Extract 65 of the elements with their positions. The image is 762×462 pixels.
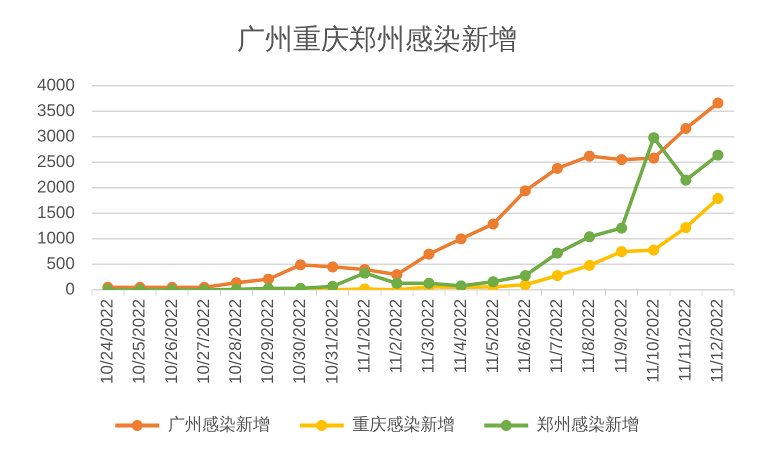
point	[584, 150, 596, 162]
point	[712, 97, 724, 108]
x-tick-label: 11/5/2022	[482, 298, 502, 374]
point	[262, 274, 274, 285]
point	[680, 222, 692, 234]
point	[616, 154, 628, 166]
point	[327, 261, 338, 272]
point	[648, 152, 660, 164]
y-tick-label: 2500	[36, 152, 75, 171]
x-tick-label: 10/31/2022	[322, 298, 342, 384]
point	[552, 270, 563, 282]
point	[680, 123, 692, 134]
point	[423, 248, 434, 260]
point	[456, 233, 467, 244]
x-tick-label: 11/11/2022	[676, 298, 695, 382]
chart-title: 广州重庆郑州感染新增	[237, 24, 517, 55]
legend-label: 广州感染新增	[168, 415, 270, 434]
point	[712, 150, 724, 161]
y-tick-label: 4000	[36, 75, 75, 94]
y-tick-label: 0	[65, 280, 75, 299]
point	[552, 248, 563, 259]
x-tick-label: 11/6/2022	[514, 298, 534, 374]
point	[616, 246, 628, 258]
point	[520, 279, 531, 290]
point	[712, 192, 724, 204]
point	[552, 162, 563, 174]
x-tick-label: 10/25/2022	[130, 298, 149, 384]
y-tick-label: 2000	[36, 177, 75, 196]
x-tick-label: 11/10/2022	[643, 298, 662, 383]
x-tick-label: 11/3/2022	[418, 298, 438, 374]
point	[391, 278, 402, 289]
x-tick-label: 10/26/2022	[162, 298, 181, 384]
point	[359, 268, 370, 279]
point	[520, 270, 531, 282]
x-tick-label: 11/2/2022	[386, 298, 406, 374]
point	[584, 260, 596, 271]
point	[616, 222, 628, 234]
point	[648, 132, 660, 144]
x-tick-label: 10/28/2022	[226, 298, 245, 384]
point	[295, 259, 306, 270]
y-tick-label: 1500	[36, 202, 75, 222]
x-tick-label: 11/12/2022	[708, 298, 727, 383]
x-tick-label: 11/1/2022	[354, 298, 374, 374]
x-tick-label: 11/9/2022	[611, 298, 630, 374]
y-tick-label: 500	[46, 254, 75, 274]
point	[423, 278, 434, 289]
point	[488, 218, 499, 230]
x-tick-label: 10/27/2022	[194, 298, 213, 384]
point	[680, 174, 692, 186]
x-tick-label: 10/24/2022	[98, 298, 117, 384]
x-tick-label: 10/29/2022	[258, 298, 278, 384]
point	[488, 276, 499, 288]
x-tick-label: 11/4/2022	[450, 298, 470, 374]
point	[648, 244, 660, 256]
x-tick-label: 11/8/2022	[579, 298, 598, 374]
point	[584, 231, 596, 242]
y-tick-label: 1000	[36, 228, 75, 248]
y-tick-label: 3000	[36, 126, 75, 146]
point	[520, 185, 531, 196]
y-tick-label: 3500	[36, 100, 75, 120]
x-tick-label: 11/7/2022	[547, 298, 566, 374]
legend-label: 重庆感染新增	[352, 415, 454, 434]
point	[327, 280, 338, 290]
legend-label: 郑州感染新增	[536, 415, 639, 434]
x-tick-label: 10/30/2022	[290, 298, 310, 384]
